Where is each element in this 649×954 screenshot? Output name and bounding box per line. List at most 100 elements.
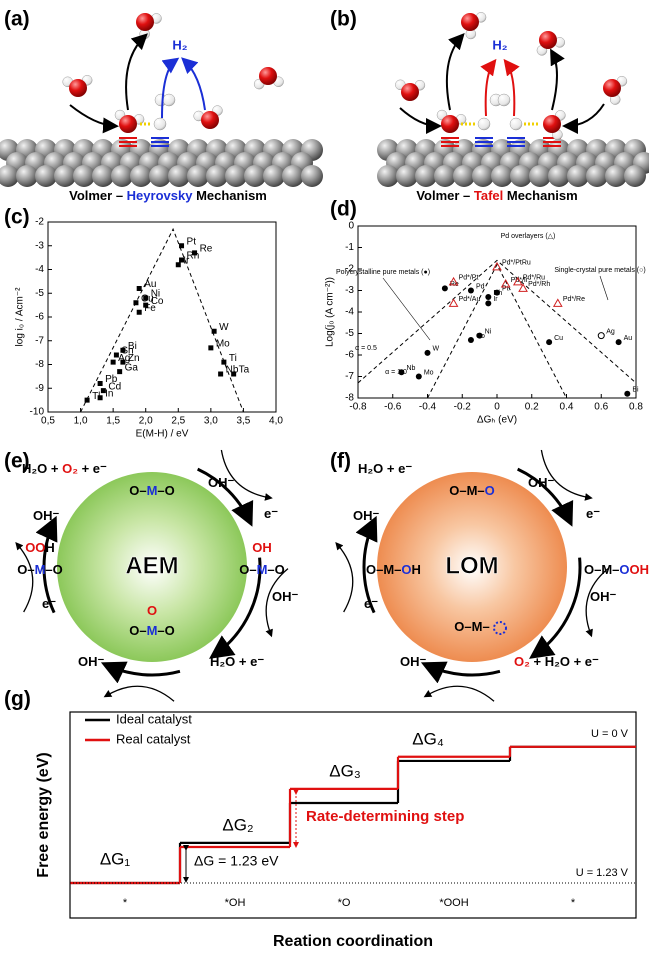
x-axis-label: ΔGₕ (eV) xyxy=(477,415,517,426)
point xyxy=(546,339,552,345)
y-tick-label: -4 xyxy=(345,307,354,318)
x-tick-label: -0.6 xyxy=(384,402,402,413)
x-tick-label: *O xyxy=(338,897,351,909)
hydrogen xyxy=(163,94,175,106)
point-label: Bi xyxy=(632,387,639,394)
point-label: Mo xyxy=(216,339,230,350)
x-tick-label: 0 xyxy=(494,402,500,413)
surface-atom xyxy=(73,165,95,187)
panels: (a)H₂Volmer – Heyrovsky Mechanism(b)H₂Vo… xyxy=(0,8,649,951)
y-axis-label: Free energy (eV) xyxy=(35,752,52,877)
y-tick-label: -8 xyxy=(35,359,44,370)
point-label: Ta xyxy=(239,365,250,376)
surface-atom xyxy=(548,165,570,187)
surface-atom xyxy=(130,165,152,187)
label: OH⁻ xyxy=(272,589,299,604)
arrow xyxy=(426,665,500,675)
label: O–M–O xyxy=(17,562,63,577)
label-part: Volmer – xyxy=(416,188,474,203)
surface-atom xyxy=(54,165,76,187)
point xyxy=(598,333,604,339)
hydrogen xyxy=(154,118,166,130)
point xyxy=(485,300,491,306)
u0-label: U = 0 V xyxy=(591,728,629,740)
label: OH⁻ xyxy=(528,475,555,490)
x-tick-label: -0.2 xyxy=(454,402,472,413)
x-tick-label: 4,0 xyxy=(269,416,283,427)
oxygen xyxy=(539,31,557,49)
label-part: Mechanism xyxy=(192,188,266,203)
point xyxy=(450,299,458,306)
x-tick-label: 1,0 xyxy=(74,416,88,427)
y-tick-label: -1 xyxy=(345,242,354,253)
annotation: α = 0.5 xyxy=(355,345,377,352)
plot-frame xyxy=(48,222,276,412)
annotation: Pd overlayers (△) xyxy=(501,233,556,240)
point xyxy=(468,288,474,294)
label-part: H xyxy=(45,540,54,555)
y-axis-label: log i₀ / Acm⁻² xyxy=(15,287,26,347)
y-tick-label: -7 xyxy=(35,335,44,346)
label-part: OH⁻ xyxy=(78,654,105,669)
h2-label: H₂ xyxy=(492,37,507,52)
label: e⁻ xyxy=(42,596,56,611)
point xyxy=(468,337,474,343)
panel-label: (g) xyxy=(4,688,31,711)
label: Volmer – Heyrovsky Mechanism xyxy=(69,188,267,203)
x-tick-label: * xyxy=(123,897,128,909)
oxygen xyxy=(401,83,419,101)
label: OH⁻ xyxy=(400,654,427,669)
panel-label: (d) xyxy=(330,198,357,221)
surface-atom xyxy=(529,165,551,187)
label: O–M–O xyxy=(129,483,175,498)
y-tick-label: -10 xyxy=(30,407,45,418)
label-part: H₂O + e⁻ xyxy=(358,461,412,476)
x-axis-label: Reation coordination xyxy=(273,933,433,950)
label: O–M–O xyxy=(449,483,495,498)
point xyxy=(616,339,622,345)
surface-atom xyxy=(415,165,437,187)
surface-atom xyxy=(586,165,608,187)
label-part: –O xyxy=(157,623,174,638)
center-label: AEM xyxy=(125,552,178,579)
label-part: OH⁻ xyxy=(590,589,617,604)
oxygen xyxy=(603,79,621,97)
figure: (a)H₂Volmer – Heyrovsky Mechanism(b)H₂Vo… xyxy=(0,0,649,954)
label: OH⁻ xyxy=(208,475,235,490)
surface-atom xyxy=(187,165,209,187)
label-part: e⁻ xyxy=(264,506,278,521)
oxygen xyxy=(441,115,459,133)
point-label: Ti xyxy=(229,353,237,364)
y-tick-label: -8 xyxy=(345,393,354,404)
surface-atom xyxy=(206,165,228,187)
point-label: Ir xyxy=(183,255,190,266)
point xyxy=(425,350,431,356)
label-part: O– xyxy=(17,562,34,577)
label-part: O–M– xyxy=(454,619,489,634)
surface-atom xyxy=(491,165,513,187)
label-part: M xyxy=(147,483,158,498)
point xyxy=(179,243,184,248)
label: OH⁻ xyxy=(33,508,60,523)
arrow xyxy=(427,686,494,701)
y-tick-label: -6 xyxy=(345,350,354,361)
label-part: + e⁻ xyxy=(78,461,107,476)
arrow xyxy=(552,52,557,110)
surface-atom xyxy=(244,165,266,187)
oxygen xyxy=(136,13,154,31)
x-tick-label: 3,0 xyxy=(204,416,218,427)
surface-atom xyxy=(453,165,475,187)
y-tick-label: 0 xyxy=(348,221,354,232)
label: O₂ + H₂O + e⁻ xyxy=(514,654,599,669)
surface-atom xyxy=(396,165,418,187)
arrow xyxy=(107,686,174,701)
step-label: ΔG₃ xyxy=(329,761,361,780)
label: O–M– xyxy=(454,619,489,634)
point-label: W xyxy=(433,346,440,353)
surface-atom xyxy=(605,165,627,187)
annotation: Polycrystalline pure metals (●) xyxy=(336,269,430,276)
point xyxy=(208,345,213,350)
point xyxy=(416,374,422,380)
label-part: O– xyxy=(129,623,146,638)
point-label: Mo xyxy=(424,369,434,376)
